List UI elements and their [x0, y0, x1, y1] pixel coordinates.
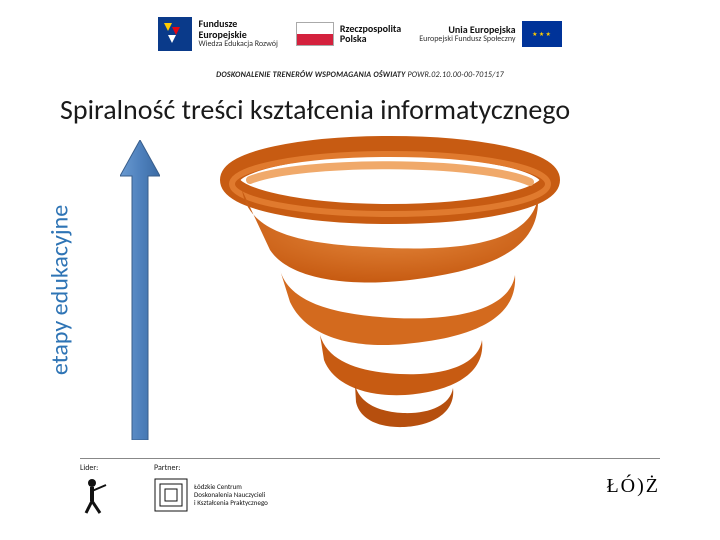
slide-title: Spiralność treści kształcenia informatyc…	[60, 92, 700, 127]
poland-flag-icon	[296, 22, 334, 46]
logo-rp: Rzeczpospolita Polska	[296, 22, 401, 46]
partner2-block: ŁÓ)Ż	[606, 463, 660, 498]
fe-sub2: Wiedza Edukacja Rozwój	[198, 40, 277, 48]
logo-fundusze: Fundusze Europejskie Wiedza Edukacja Roz…	[158, 17, 277, 51]
project-name: DOSKONALENIE TRENERÓW WSPOMAGANIA OŚWIAT…	[216, 70, 405, 80]
ue-text: Unia Europejska Europejski Fundusz Społe…	[419, 25, 515, 44]
y-axis-label: etapy edukacyjne	[46, 205, 75, 375]
spiral-graphic-icon	[210, 130, 570, 430]
partner-square-icon	[154, 475, 188, 515]
header-logos: Fundusze Europejskie Wiedza Edukacja Roz…	[0, 0, 720, 68]
footer-partners: Lider: Partner:	[80, 458, 660, 528]
upward-arrow-icon	[120, 140, 160, 450]
partner2-glyphs: ŁÓ)Ż	[606, 475, 660, 498]
partner-block: Partner: Łódzkie Centrum Doskonalenia Na…	[154, 463, 268, 515]
lider-label: Lider:	[80, 463, 114, 473]
partner-label: Partner:	[154, 463, 268, 473]
rp-text: Rzeczpospolita Polska	[340, 24, 401, 45]
project-code-line: DOSKONALENIE TRENERÓW WSPOMAGANIA OŚWIAT…	[0, 70, 720, 80]
content-area: etapy edukacyjne	[70, 130, 680, 450]
eu-flag-icon: ★ ★ ★	[522, 21, 562, 47]
partner-line3: i Kształcenia Praktycznego	[194, 499, 268, 507]
ue-sub: Europejski Fundusz Społeczny	[419, 35, 515, 43]
rp-sub: Polska	[340, 34, 401, 45]
lider-logo-icon	[80, 475, 114, 515]
fe-mark-icon	[158, 17, 192, 51]
partner-name: Łódzkie Centrum Doskonalenia Nauczycieli…	[194, 483, 268, 506]
lider-block: Lider:	[80, 463, 114, 515]
project-code: POWR.02.10.00-00-7015/17	[405, 70, 503, 80]
logo-ue: Unia Europejska Europejski Fundusz Społe…	[419, 21, 561, 47]
fe-text: Fundusze Europejskie Wiedza Edukacja Roz…	[198, 19, 277, 48]
